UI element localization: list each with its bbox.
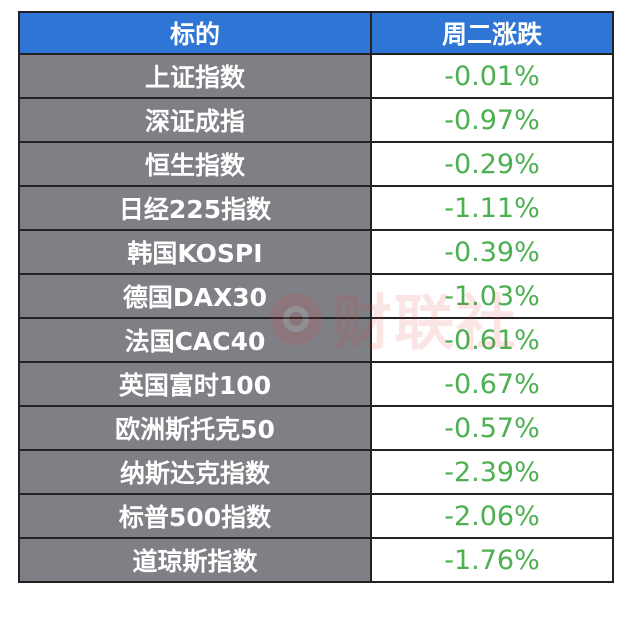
table-row: 上证指数 -0.01% xyxy=(18,53,614,99)
index-change-table: 标的 周二涨跌 上证指数 -0.01% 深证成指 -0.97% 恒生指数 -0.29% 日经… xyxy=(18,11,614,583)
index-name-cell: 道琼斯指数 xyxy=(18,537,372,583)
change-value-cell: -0.61% xyxy=(370,317,614,363)
index-name-cell: 纳斯达克指数 xyxy=(18,449,372,495)
change-value-cell: -0.01% xyxy=(370,53,614,99)
table-row: 法国CAC40 -0.61% xyxy=(18,317,614,363)
index-name-cell: 法国CAC40 xyxy=(18,317,372,363)
index-name-cell: 德国DAX30 xyxy=(18,273,372,319)
column-header-name: 标的 xyxy=(18,11,372,55)
index-name-cell: 欧洲斯托克50 xyxy=(18,405,372,451)
table-row: 韩国KOSPI -0.39% xyxy=(18,229,614,275)
table-header: 标的 周二涨跌 xyxy=(18,11,614,55)
change-value-cell: -0.57% xyxy=(370,405,614,451)
header-row: 标的 周二涨跌 xyxy=(18,11,614,55)
index-name-cell: 恒生指数 xyxy=(18,141,372,187)
table-row: 英国富时100 -0.67% xyxy=(18,361,614,407)
index-name-cell: 标普500指数 xyxy=(18,493,372,539)
table-row: 日经225指数 -1.11% xyxy=(18,185,614,231)
change-value-cell: -2.06% xyxy=(370,493,614,539)
index-name-cell: 英国富时100 xyxy=(18,361,372,407)
index-name-cell: 韩国KOSPI xyxy=(18,229,372,275)
change-value-cell: -1.76% xyxy=(370,537,614,583)
change-value-cell: -1.11% xyxy=(370,185,614,231)
table-body: 上证指数 -0.01% 深证成指 -0.97% 恒生指数 -0.29% 日经225指数 -1.… xyxy=(18,53,614,583)
table-row: 标普500指数 -2.06% xyxy=(18,493,614,539)
table-row: 深证成指 -0.97% xyxy=(18,97,614,143)
column-header-change: 周二涨跌 xyxy=(370,11,614,55)
change-value-cell: -1.03% xyxy=(370,273,614,319)
change-value-cell: -0.29% xyxy=(370,141,614,187)
index-name-cell: 日经225指数 xyxy=(18,185,372,231)
table-row: 德国DAX30 -1.03% xyxy=(18,273,614,319)
index-name-cell: 上证指数 xyxy=(18,53,372,99)
table-row: 纳斯达克指数 -2.39% xyxy=(18,449,614,495)
table-row: 恒生指数 -0.29% xyxy=(18,141,614,187)
index-name-cell: 深证成指 xyxy=(18,97,372,143)
table-row: 道琼斯指数 -1.76% xyxy=(18,537,614,583)
change-value-cell: -2.39% xyxy=(370,449,614,495)
change-value-cell: -0.39% xyxy=(370,229,614,275)
table-row: 欧洲斯托克50 -0.57% xyxy=(18,405,614,451)
change-value-cell: -0.97% xyxy=(370,97,614,143)
change-value-cell: -0.67% xyxy=(370,361,614,407)
